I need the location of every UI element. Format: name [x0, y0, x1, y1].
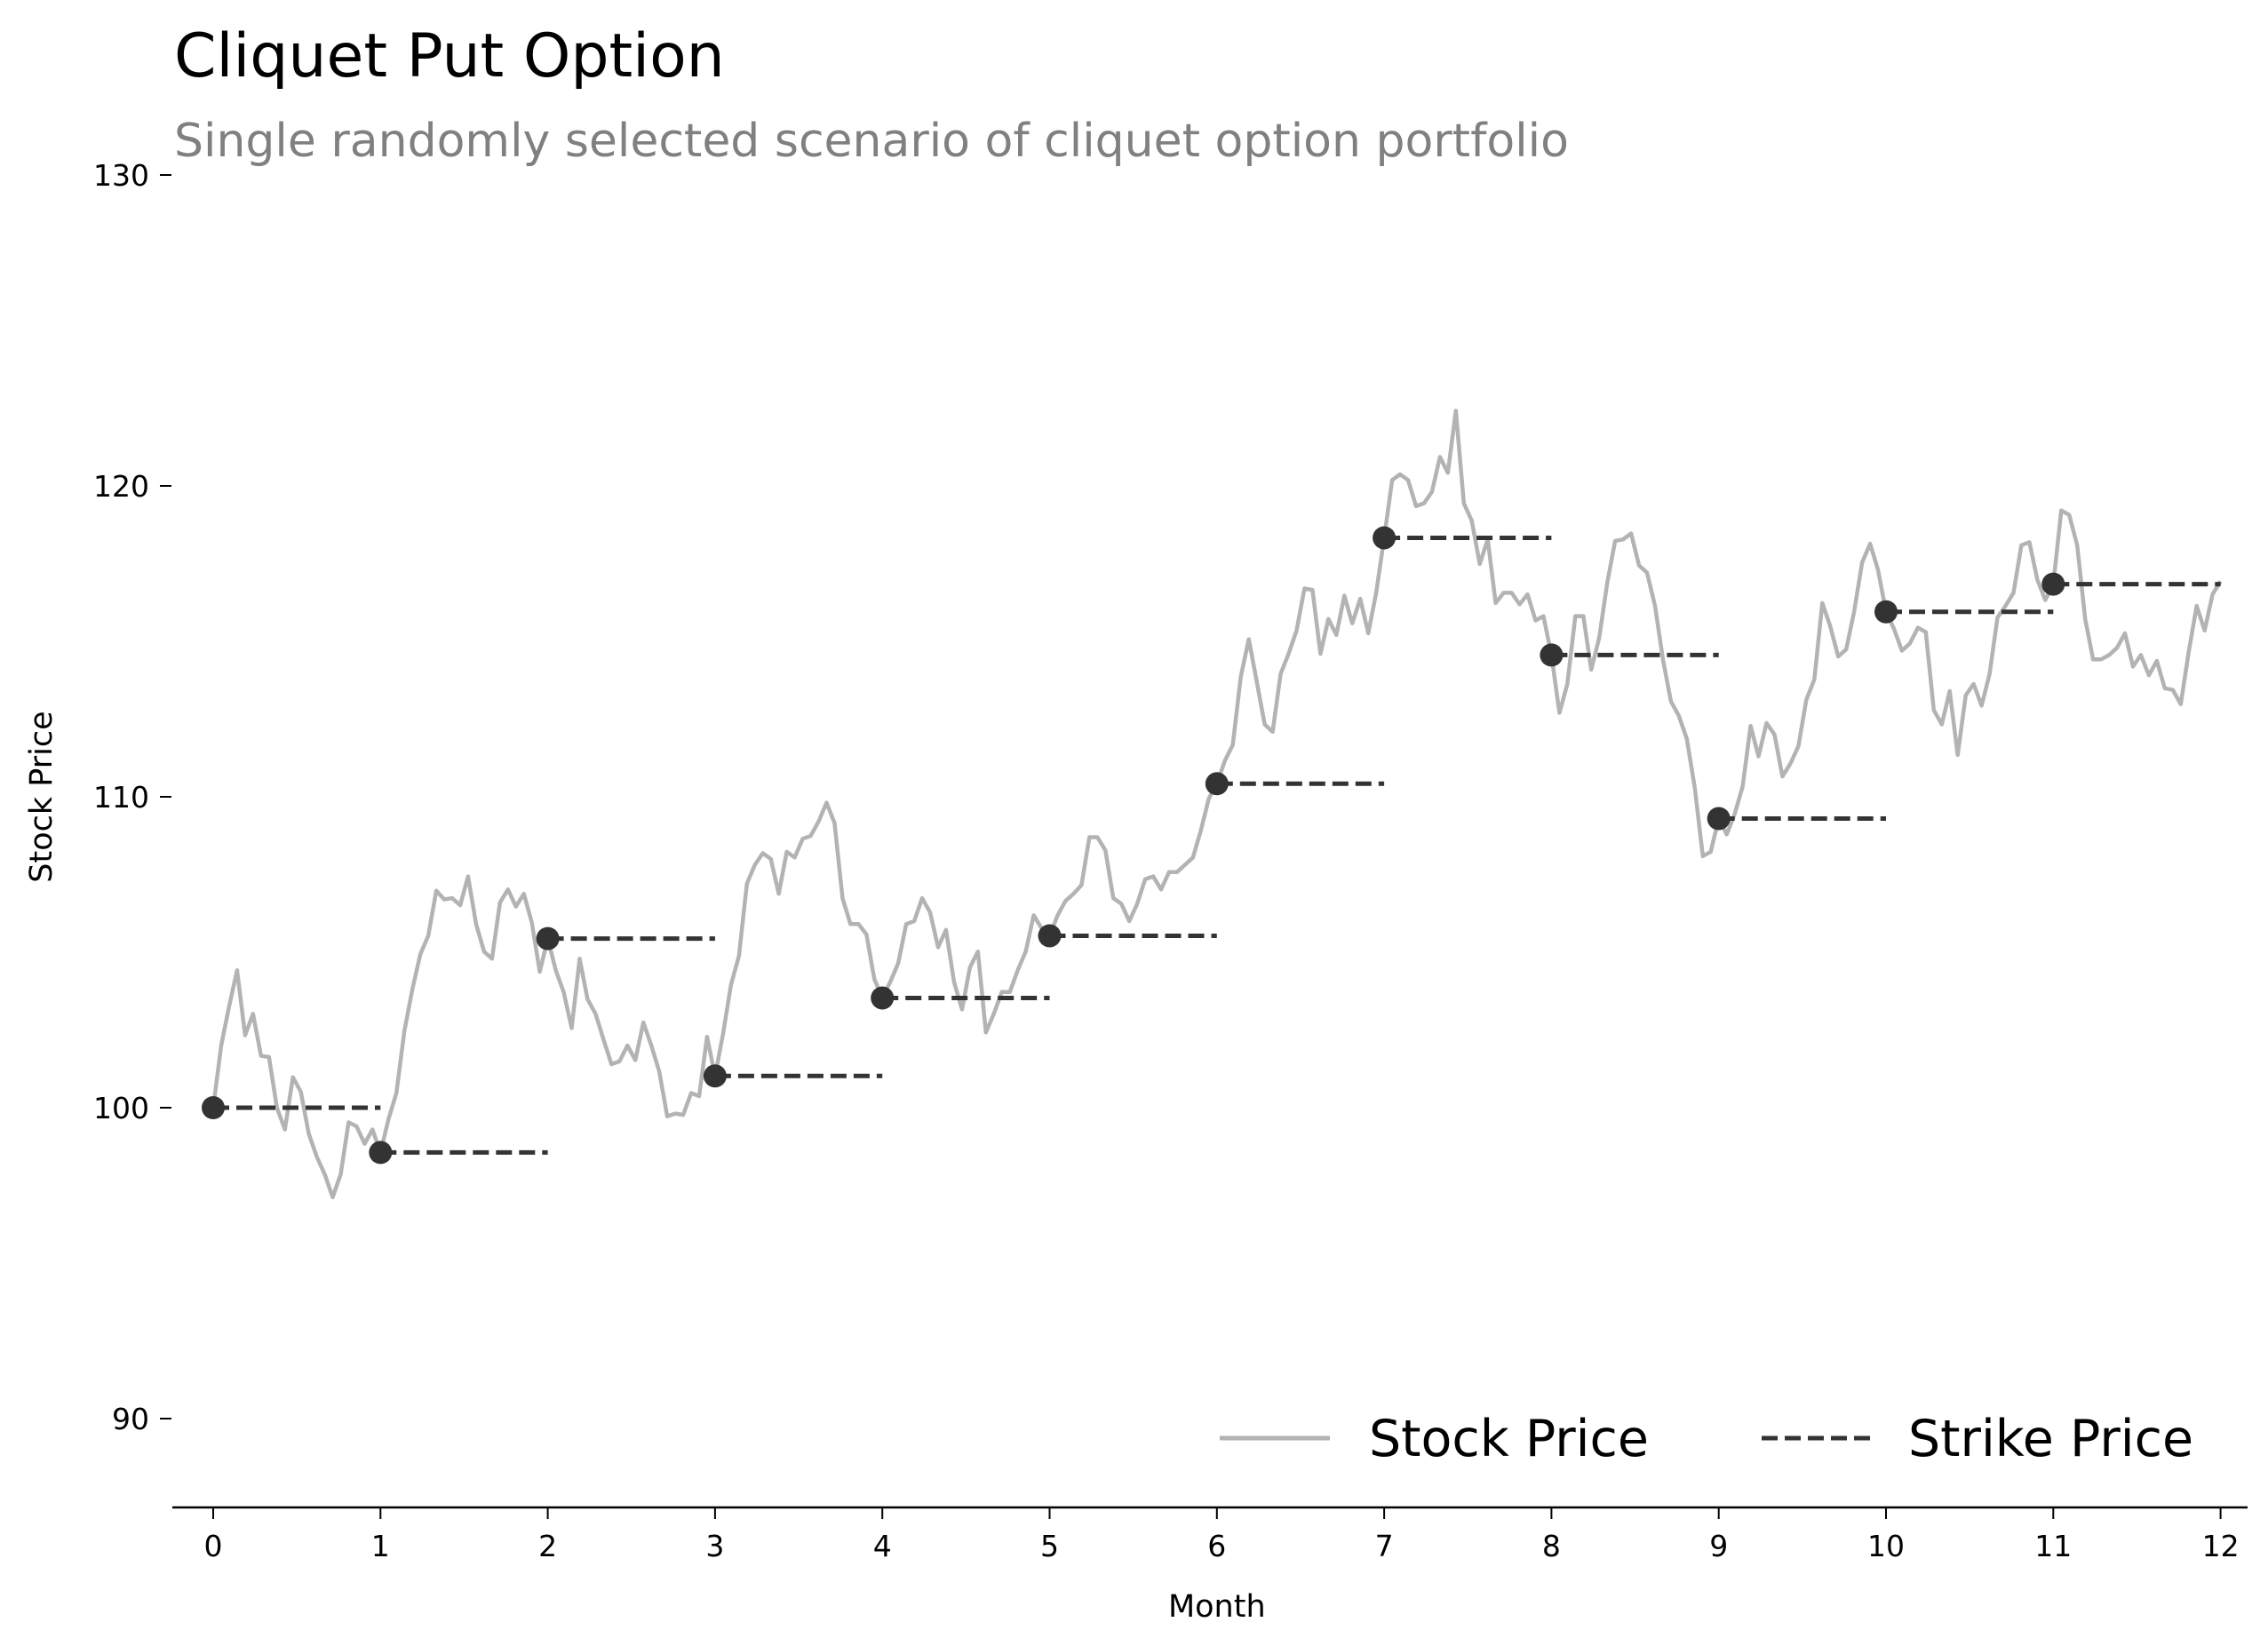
strike-reset-marker	[1373, 526, 1397, 550]
x-tick-label: 3	[705, 1529, 724, 1563]
x-tick-label: 12	[2202, 1529, 2240, 1563]
strike-reset-marker	[536, 926, 560, 950]
chart-subtitle: Single randomly selected scenario of cli…	[174, 115, 1569, 168]
x-axis: 0 1 2 3 4 5 6 7 8 9 10 11 12	[172, 1506, 2248, 1563]
legend-stock-price-label: Stock Price	[1369, 1410, 1649, 1468]
y-axis-label: Stock Price	[24, 711, 60, 882]
x-tick-label: 4	[873, 1529, 892, 1563]
legend-strike-price-label: Strike Price	[1908, 1410, 2193, 1468]
strike-reset-marker	[1707, 807, 1731, 831]
y-tick-label: 130	[93, 158, 149, 193]
strike-reset-marker	[1038, 924, 1062, 948]
chart-title: Cliquet Put Option	[174, 21, 725, 91]
strike-reset-marker	[871, 986, 895, 1010]
strike-reset-marker	[1540, 643, 1564, 667]
x-tick-label: 10	[1867, 1529, 1905, 1563]
x-tick-label: 8	[1542, 1529, 1561, 1563]
y-tick-label: 90	[112, 1402, 149, 1436]
x-tick-label: 9	[1709, 1529, 1728, 1563]
y-tick-label: 110	[93, 780, 149, 815]
y-tick-label: 100	[93, 1091, 149, 1125]
x-tick-label: 7	[1375, 1529, 1394, 1563]
x-tick-label: 6	[1207, 1529, 1226, 1563]
x-axis-label: Month	[1168, 1589, 1266, 1625]
x-tick-label: 1	[371, 1529, 390, 1563]
plot-area	[202, 409, 2223, 1200]
strike-reset-marker	[2041, 572, 2065, 596]
x-tick-label: 11	[2034, 1529, 2072, 1563]
strike-reset-marker	[202, 1096, 225, 1119]
legend: Stock Price Strike Price	[1220, 1410, 2193, 1468]
strike-reset-marker	[369, 1141, 393, 1165]
strike-reset-marker	[703, 1064, 727, 1088]
y-axis: 90 100 110 120 130	[93, 158, 171, 1436]
strike-reset-marker	[1205, 772, 1229, 796]
x-tick-label: 0	[204, 1529, 223, 1563]
stock-price-line	[211, 409, 2223, 1200]
y-tick-label: 120	[93, 469, 149, 504]
x-tick-label: 5	[1040, 1529, 1059, 1563]
strike-reset-marker	[1874, 600, 1898, 624]
x-tick-label: 2	[538, 1529, 557, 1563]
